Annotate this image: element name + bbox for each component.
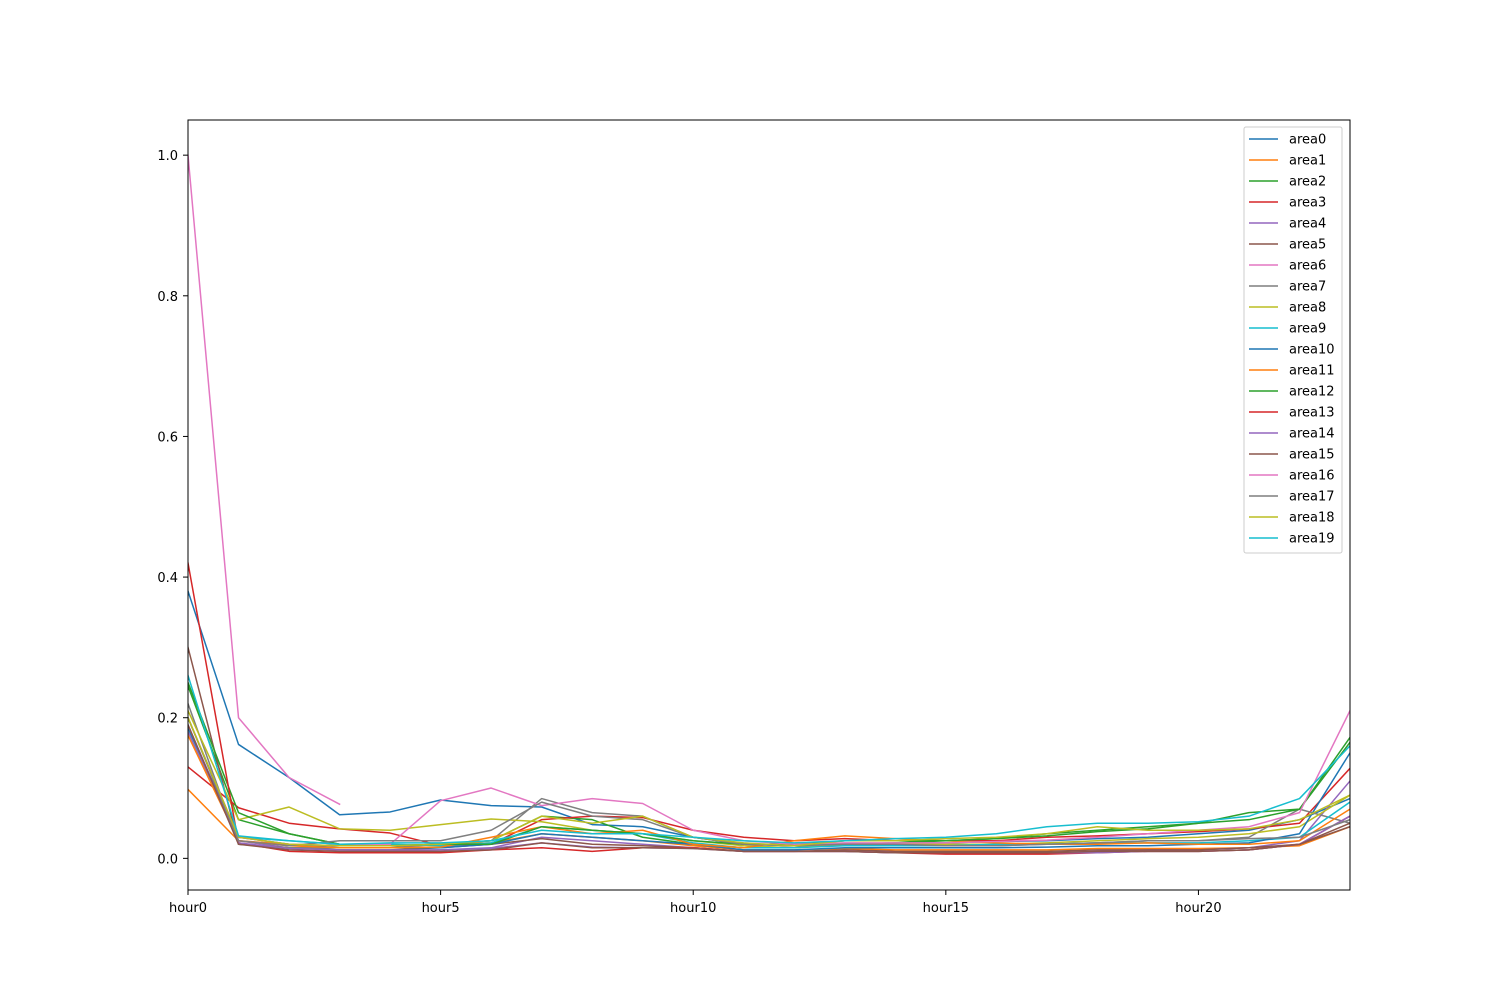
legend-label: area9 xyxy=(1289,322,1326,337)
y-tick-label: 0.4 xyxy=(157,571,178,586)
legend-label: area17 xyxy=(1289,490,1335,505)
series-line-area6 xyxy=(188,154,341,806)
series-line-area18 xyxy=(188,716,1350,847)
legend-label: area0 xyxy=(1289,133,1326,148)
legend-label: area15 xyxy=(1289,448,1335,463)
legend-label: area16 xyxy=(1289,469,1335,484)
y-tick-label: 0.2 xyxy=(157,712,178,727)
x-tick-label: hour5 xyxy=(422,901,460,916)
legend-label: area11 xyxy=(1289,364,1335,379)
legend-label: area4 xyxy=(1289,217,1326,232)
series-line-area15 xyxy=(188,723,1350,854)
y-tick-label: 0.8 xyxy=(157,290,178,305)
y-tick-label: 0.6 xyxy=(157,430,178,445)
x-axis: hour0 hour5 hour10 hour15 hour20 xyxy=(169,890,1222,916)
legend-label: area10 xyxy=(1289,343,1335,358)
legend-label: area19 xyxy=(1289,532,1335,547)
y-axis: 0.0 0.2 0.4 0.6 0.8 1.0 xyxy=(157,149,188,867)
legend: area0 area1 area2 area3 area4 area5 area6 area7… xyxy=(1243,126,1343,554)
legend-label: area5 xyxy=(1289,238,1326,253)
series-line-area19 xyxy=(188,674,1350,846)
y-tick-label: 1.0 xyxy=(157,149,178,164)
legend-label: area7 xyxy=(1289,280,1326,295)
legend-label: area6 xyxy=(1289,259,1326,274)
legend-box xyxy=(1243,126,1343,554)
x-tick-label: hour15 xyxy=(923,901,969,916)
legend-label: area14 xyxy=(1289,427,1335,442)
series-layer xyxy=(188,154,1350,855)
x-tick-label: hour10 xyxy=(670,901,716,916)
y-tick-label: 0.0 xyxy=(157,852,178,867)
x-tick-label: hour20 xyxy=(1175,901,1221,916)
legend-label: area8 xyxy=(1289,301,1326,316)
series-line-area8 xyxy=(188,709,1350,849)
legend-label: area13 xyxy=(1289,406,1335,421)
legend-label: area2 xyxy=(1289,175,1326,190)
legend-label: area12 xyxy=(1289,385,1335,400)
legend-label: area1 xyxy=(1289,154,1326,169)
x-tick-label: hour0 xyxy=(169,901,207,916)
legend-label: area18 xyxy=(1289,511,1335,526)
plot-frame xyxy=(187,119,1351,891)
legend-label: area3 xyxy=(1289,196,1326,211)
